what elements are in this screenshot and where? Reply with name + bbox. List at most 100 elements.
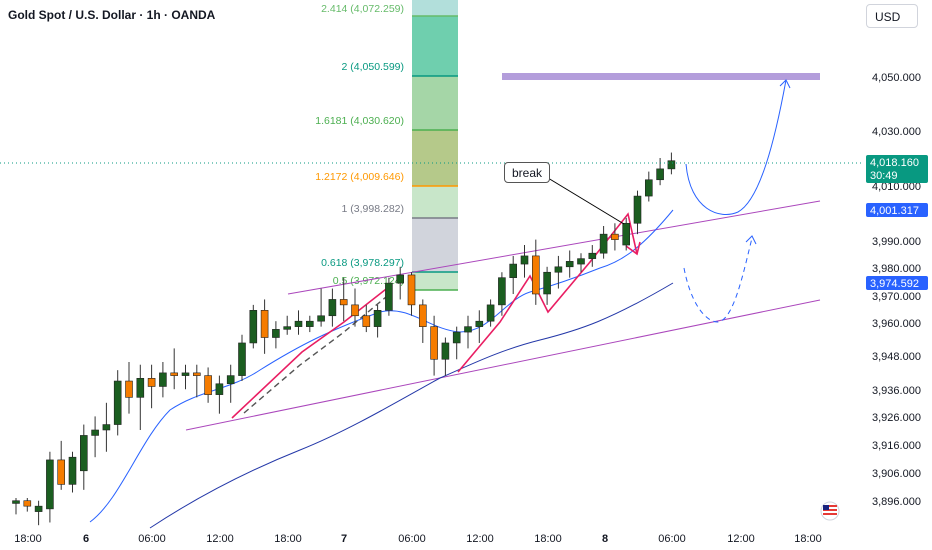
candle-body[interactable] [475,320,484,327]
candle-body[interactable] [328,299,337,317]
candle-body[interactable] [531,255,540,295]
candle-body[interactable] [339,299,348,306]
candle-body[interactable] [543,271,551,295]
candle-body[interactable] [667,160,676,170]
y-tick-label: 4,030.000 [872,126,921,138]
y-tick-label: 3,970.000 [872,291,921,303]
candle-body[interactable] [305,320,314,327]
candle-body[interactable] [351,304,359,317]
x-tick-label: 6 [83,533,89,545]
candle-body[interactable] [113,380,122,425]
candle-body[interactable] [46,459,54,510]
ma-fast-line[interactable] [89,209,674,523]
candle-body[interactable] [215,383,224,395]
candle-body[interactable] [260,310,269,338]
candle-body[interactable] [622,222,631,246]
candle-body[interactable] [238,342,246,376]
candle-body[interactable] [509,263,518,278]
candle-body[interactable] [577,258,585,265]
candle-body[interactable] [611,233,619,240]
candle-body[interactable] [226,375,235,385]
candle-body[interactable] [464,326,472,333]
fib-level-label: 1 (3,998.282) [342,203,404,215]
fib-level-label: 1.2172 (4,009.646) [315,171,404,183]
candle-body[interactable] [656,168,664,181]
fib-level-label: 1.6181 (4,030.620) [315,115,404,127]
channel-lower-line[interactable] [185,299,821,431]
x-tick-label: 18:00 [794,533,822,545]
currency-button[interactable]: USD [866,4,918,28]
candle-body[interactable] [136,378,145,398]
projection-bullish-arrow [779,79,791,89]
candle-body[interactable] [181,372,190,376]
candle-body[interactable] [554,266,563,273]
candle-body[interactable] [102,424,111,431]
y-axis[interactable]: 4,050.000 4,030.000 4,010.000 3,990.000 3,98… [872,72,921,508]
x-tick-label: 12:00 [727,533,755,545]
x-tick-label: 8 [602,533,608,545]
candle-body[interactable] [430,326,438,360]
dashed-projection[interactable] [243,291,393,414]
price-tag-value: 4,001.317 [870,205,919,217]
y-tick-label: 4,010.000 [872,181,921,193]
candle-body[interactable] [565,261,574,268]
candle-body[interactable] [498,277,506,306]
x-axis[interactable]: 18:00 6 06:00 12:00 18:00 7 06:00 12:00 18:00 8 06… [14,533,822,545]
candle-body[interactable] [441,342,450,360]
zigzag-up-1[interactable] [231,285,391,419]
candle-body[interactable] [588,252,597,259]
candle-body[interactable] [23,500,32,507]
candle-body[interactable] [249,310,258,344]
candle-body[interactable] [147,378,156,387]
price-tag-value: 3,974.592 [870,278,919,290]
x-tick-label: 12:00 [466,533,494,545]
channel-upper-line[interactable] [287,200,821,295]
candle-body[interactable] [599,233,608,254]
candle-body[interactable] [407,274,416,306]
ma-slow-line[interactable] [149,282,674,529]
candle-body[interactable] [418,304,427,327]
x-tick-label: 12:00 [206,533,234,545]
candle-body[interactable] [204,375,212,395]
candle-body[interactable] [373,310,382,327]
us-flag-icon[interactable] [820,501,840,521]
candle-body[interactable] [283,326,292,330]
price-tag-bg [866,276,928,290]
candle-body[interactable] [520,255,529,265]
candle-body[interactable] [125,380,133,398]
candle-body[interactable] [362,315,371,327]
y-tick-label: 3,980.000 [872,263,921,275]
candle-body[interactable] [68,456,77,485]
candle-body[interactable] [385,282,393,311]
candle-body[interactable] [486,304,495,322]
candle-body[interactable] [34,505,43,512]
y-tick-label: 3,916.000 [872,440,921,452]
zigzag-up-2[interactable] [457,212,638,373]
candle-body[interactable] [272,329,280,338]
x-tick-label: 7 [341,533,347,545]
fib-level-label: 0.618 (3,978.297) [321,257,404,269]
candle-body[interactable] [80,435,88,472]
candles-group[interactable] [12,152,676,526]
projection-alt-path[interactable] [683,237,753,323]
y-tick-label: 3,936.000 [872,385,921,397]
candle-body[interactable] [452,331,461,344]
fib-level-label: 2.414 (4,072.259) [321,3,404,15]
candle-body[interactable] [633,195,642,224]
candle-body[interactable] [396,274,405,284]
candle-body[interactable] [294,320,303,327]
candle-body[interactable] [644,179,653,197]
projection-bullish-path[interactable] [685,79,787,215]
candle-body[interactable] [91,429,99,436]
y-tick-label: 3,926.000 [872,412,921,424]
price-tag-bg [866,155,928,183]
candle-body[interactable] [57,459,66,485]
candle-body[interactable] [12,500,20,504]
candle-body[interactable] [170,372,178,376]
candle-body[interactable] [317,315,325,322]
break-annotation[interactable]: break [504,162,550,183]
y-tick-label: 4,050.000 [872,72,921,84]
candle-body[interactable] [159,372,167,387]
candle-body[interactable] [193,372,201,376]
